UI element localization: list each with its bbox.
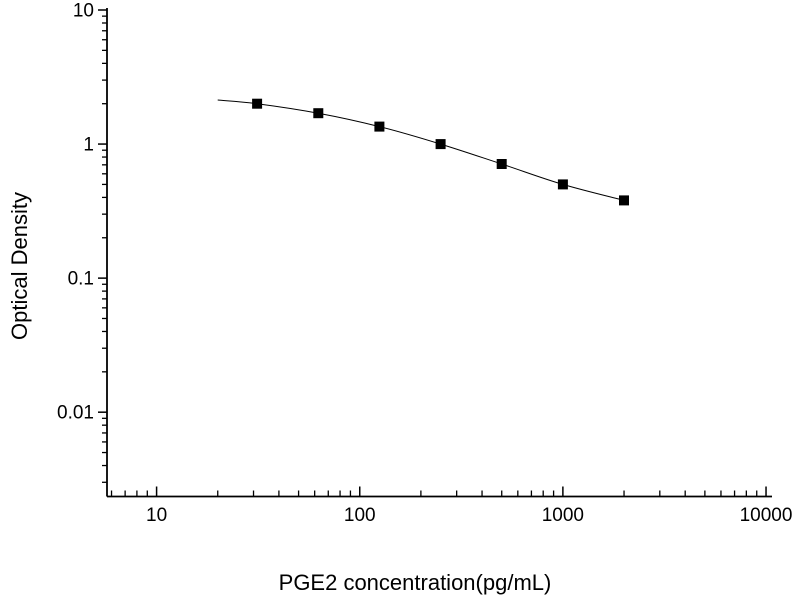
y-tick-label: 0.01: [57, 403, 94, 424]
data-point-marker: [374, 121, 385, 132]
data-series: [217, 98, 629, 206]
y-tick-label: 1: [83, 135, 94, 156]
x-tick-label: 1000: [542, 505, 584, 526]
data-point-marker: [619, 195, 629, 206]
data-point-marker: [496, 159, 507, 169]
axis-ticks: [98, 9, 767, 497]
axis-lines: [106, 8, 772, 498]
data-point-marker: [557, 179, 568, 190]
x-tick-label: 100: [344, 505, 376, 526]
y-axis-label: Optical Density: [7, 192, 32, 340]
y-tick-label: 0.1: [68, 269, 94, 290]
data-point-marker: [435, 139, 446, 150]
data-point-marker: [313, 108, 324, 119]
fit-line: [217, 99, 625, 201]
x-tick-label: 10000: [740, 505, 793, 526]
tick-labels: 10 100 1000 10000 10 1 0.1 0.01: [57, 1, 792, 526]
data-point-marker: [252, 98, 263, 109]
x-tick-label: 10: [146, 505, 167, 526]
y-tick-label: 10: [73, 1, 94, 22]
x-axis-label: PGE2 concentration(pg/mL): [279, 570, 552, 595]
